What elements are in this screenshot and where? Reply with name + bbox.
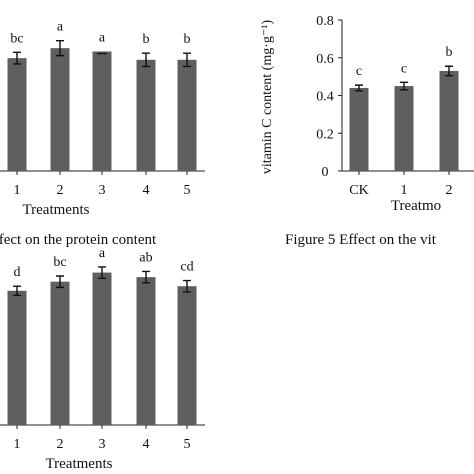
- third-category-label: 1: [14, 437, 21, 452]
- vitaminC-y-tick-label: 0.4: [316, 90, 334, 105]
- third-significance-letter: cd: [180, 260, 193, 275]
- protein-significance-letter: b: [143, 32, 150, 47]
- chart-protein: bc 1 a 2 a 3 b 4 b 5 Treatments: [0, 20, 205, 218]
- protein-category-label: 2: [57, 183, 64, 198]
- protein-category-label: 4: [143, 183, 150, 198]
- vitaminC-bar: [394, 86, 414, 171]
- third-bar: [177, 286, 197, 425]
- third-significance-letter: a: [99, 246, 106, 261]
- caption-left: ffect on the protein content: [0, 232, 157, 248]
- protein-error-bar: [56, 39, 64, 57]
- third-bar: [7, 290, 27, 425]
- third-significance-letter: ab: [139, 250, 152, 265]
- third-error-bar: [183, 279, 191, 293]
- third-error-bar: [98, 266, 106, 279]
- third-error-bar: [142, 270, 150, 284]
- protein-error-bar: [142, 52, 150, 68]
- third-significance-letter: d: [14, 265, 21, 280]
- protein-category-label: 3: [99, 183, 106, 198]
- third-category-label: 4: [143, 437, 150, 452]
- third-bar: [92, 272, 112, 425]
- third-bar: [136, 277, 156, 425]
- third-category-label: 3: [99, 437, 106, 452]
- third-error-bar: [56, 275, 64, 289]
- protein-significance-letter: b: [184, 32, 191, 47]
- third-significance-letter: bc: [53, 255, 66, 270]
- third-x-axis-label: Treatments: [46, 456, 113, 472]
- third-category-label: 2: [57, 437, 64, 452]
- protein-bar: [177, 59, 197, 171]
- protein-x-axis-label: Treatments: [23, 202, 90, 218]
- protein-category-label: 1: [14, 183, 21, 198]
- protein-bar: [7, 58, 27, 172]
- vitaminC-error-bar: [400, 81, 408, 91]
- vitaminC-y-axis-label: vitamin C content (mg·g⁻¹): [260, 20, 275, 175]
- vitaminC-category-label: 2: [446, 183, 453, 198]
- vitaminC-category-label: CK: [349, 183, 368, 198]
- vitaminC-category-label: 1: [401, 183, 408, 198]
- vitaminC-error-bar: [445, 65, 453, 77]
- third-error-bar: [13, 285, 21, 297]
- protein-category-label: 5: [184, 183, 191, 198]
- vitaminC-y-tick-label: 0: [322, 165, 329, 180]
- vitaminC-x-axis-label: Treatmo: [391, 198, 441, 214]
- protein-significance-letter: a: [99, 30, 106, 45]
- protein-bar: [136, 59, 156, 171]
- protein-error-bar: [13, 51, 21, 65]
- chart-vitamin-c: 0 0.2 0.4 0.6 0.8 vitamin C content (mg·g⁻¹) c…: [260, 14, 474, 214]
- vitaminC-bar: [439, 70, 459, 171]
- protein-bar: [50, 48, 70, 171]
- vitaminC-y-tick-label: 0.2: [316, 127, 334, 142]
- vitaminC-y-tick-label: 0.8: [316, 14, 334, 29]
- vitaminC-y-tick-label: 0.6: [316, 52, 334, 67]
- caption-right: Figure 5 Effect on the vit: [285, 232, 437, 248]
- chart-third: d 1 bc 2 a 3 ab 4 cd 5 Treatments: [0, 246, 205, 472]
- third-bar: [50, 281, 70, 425]
- vitaminC-significance-letter: c: [401, 61, 407, 76]
- vitaminC-significance-letter: c: [356, 64, 362, 79]
- third-category-label: 5: [184, 437, 191, 452]
- vitaminC-bar: [349, 87, 369, 171]
- vitaminC-error-bar: [355, 84, 363, 92]
- protein-significance-letter: a: [57, 20, 64, 35]
- protein-error-bar: [183, 52, 191, 68]
- vitaminC-significance-letter: b: [446, 45, 453, 60]
- protein-significance-letter: bc: [10, 31, 23, 46]
- protein-bar: [92, 51, 112, 172]
